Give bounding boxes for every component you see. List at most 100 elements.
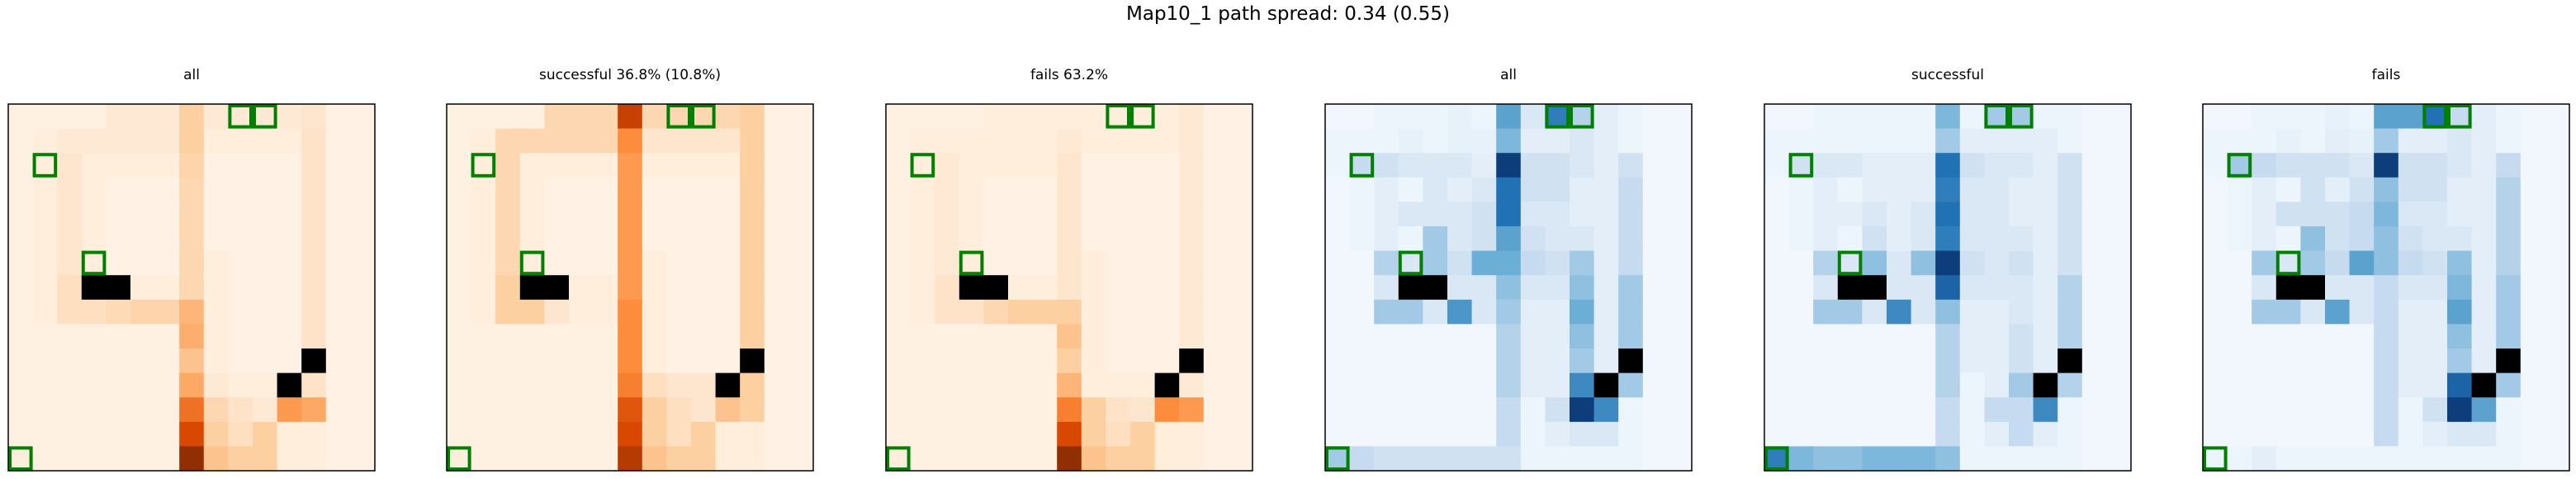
heatmap-cell — [886, 250, 912, 276]
heatmap-cell — [2057, 372, 2083, 398]
heatmap-cell — [1008, 177, 1034, 202]
heatmap-cell — [1228, 349, 1253, 374]
heatmap-cell — [447, 324, 472, 349]
heatmap-cell — [1179, 177, 1205, 202]
heatmap-cell — [1545, 324, 1570, 349]
heatmap-cell — [2057, 299, 2083, 325]
heatmap-cell — [130, 421, 156, 447]
heatmap-cell — [1349, 202, 1375, 227]
heatmap-cell — [593, 275, 618, 301]
heatmap-cell — [1984, 349, 2010, 374]
heatmap-cell — [81, 250, 107, 276]
heatmap-cell — [740, 250, 765, 276]
heatmap-cell — [788, 226, 814, 252]
heatmap-cell — [764, 153, 789, 178]
heatmap-cell — [301, 177, 327, 202]
goal-marker — [1984, 104, 2009, 129]
heatmap-cell — [1642, 421, 1668, 447]
heatmap-cell — [2009, 324, 2034, 349]
heatmap-cell — [2300, 153, 2326, 178]
heatmap-cell — [2422, 226, 2448, 252]
heatmap-cell — [2349, 324, 2375, 349]
heatmap-cell — [350, 349, 376, 374]
heatmap-cell — [1032, 104, 1058, 130]
goal-marker — [666, 104, 692, 129]
heatmap-cell — [1325, 104, 1351, 130]
heatmap-cell — [2422, 446, 2448, 472]
heatmap-cell — [57, 397, 83, 423]
heatmap-cell — [2520, 177, 2545, 202]
heatmap-cell — [1862, 153, 1887, 178]
heatmap-cell — [1154, 275, 1180, 301]
heatmap-cell — [983, 349, 1009, 374]
heatmap-cell — [1788, 299, 1814, 325]
heatmap-cell — [666, 226, 692, 252]
heatmap-cell — [2203, 324, 2228, 349]
heatmap-cell — [1057, 202, 1082, 227]
heatmap-cell — [1154, 299, 1180, 325]
heatmap-cell — [179, 153, 205, 178]
heatmap-cell — [2106, 446, 2132, 472]
heatmap-cell — [1570, 421, 1595, 447]
heatmap-cell — [2471, 421, 2497, 447]
heatmap-cell — [2398, 299, 2423, 325]
heatmap-cell — [2349, 421, 2375, 447]
heatmap-cell — [1154, 324, 1180, 349]
heatmap-cell — [1862, 299, 1887, 325]
heatmap-cell — [983, 421, 1009, 447]
heatmap-cell — [788, 397, 814, 423]
heatmap-cell — [1203, 372, 1229, 398]
heatmap-cell — [2275, 299, 2301, 325]
heatmap-cell — [1179, 275, 1205, 301]
heatmap-cell — [544, 202, 570, 227]
heatmap-cell — [179, 250, 205, 276]
heatmap-cell — [2447, 250, 2473, 276]
heatmap-cell — [2520, 421, 2545, 447]
heatmap-cell — [2203, 250, 2228, 276]
heatmap-cell — [2252, 202, 2277, 227]
heatmap-cell — [2081, 202, 2107, 227]
heatmap-cell — [277, 128, 302, 154]
heatmap-cell — [2300, 372, 2326, 398]
heatmap-cell — [2106, 275, 2132, 301]
heatmap-cell — [32, 349, 58, 374]
heatmap-cell — [2227, 104, 2252, 130]
heatmap-cell — [2398, 250, 2423, 276]
heatmap-cell — [1667, 372, 1693, 398]
heatmap-cell — [1496, 226, 1522, 252]
heatmap-cell — [1618, 324, 1644, 349]
heatmap-cell — [2252, 275, 2277, 301]
heatmap-cell — [325, 397, 351, 423]
heatmap-cell — [1349, 226, 1375, 252]
heatmap-cell — [1642, 226, 1668, 252]
heatmap-cell — [2057, 226, 2083, 252]
heatmap-cell — [1447, 202, 1473, 227]
heatmap-cell — [593, 446, 618, 472]
heatmap-cell — [203, 104, 229, 130]
heatmap-cell — [1008, 104, 1034, 130]
heatmap-cell — [788, 275, 814, 301]
obstacle-cell — [2057, 349, 2083, 374]
heatmap-cell — [1570, 250, 1595, 276]
heatmap-cell — [350, 104, 376, 130]
heatmap-cell — [8, 397, 34, 423]
heatmap-cell — [764, 128, 789, 154]
heatmap-cell — [618, 202, 643, 227]
heatmap-cell — [1130, 128, 1156, 154]
heatmap-cell — [1618, 299, 1644, 325]
heatmap-cell — [1862, 104, 1887, 130]
heatmap-cell — [740, 372, 765, 398]
heatmap-cell — [2422, 372, 2448, 398]
heatmap-cell — [1764, 421, 1790, 447]
heatmap-cell — [1545, 446, 1570, 472]
heatmap-cell — [910, 226, 935, 252]
heatmap-cell — [228, 177, 253, 202]
heatmap-cell — [1935, 275, 1961, 301]
obstacle-cell — [106, 275, 131, 301]
heatmap-cell — [788, 324, 814, 349]
heatmap-cell — [1106, 421, 1131, 447]
heatmap-cell — [691, 202, 717, 227]
heatmap-cell — [154, 104, 180, 130]
heatmap-cell — [983, 202, 1009, 227]
heatmap-cell — [2422, 177, 2448, 202]
